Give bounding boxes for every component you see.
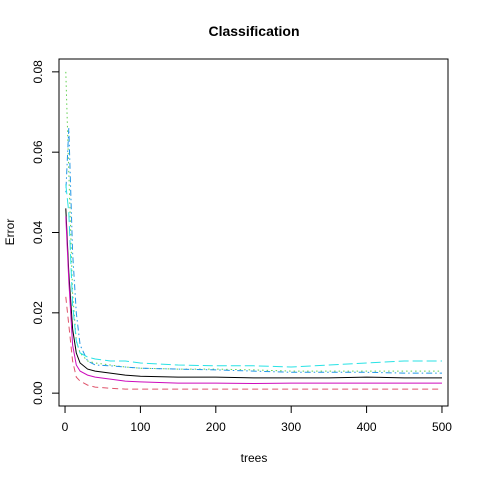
series-line-2: [65, 296, 442, 390]
series-line-5: [65, 184, 442, 368]
x-tick-label: 300: [281, 420, 301, 434]
series-line-1: [65, 208, 442, 379]
y-axis-label: Error: [3, 219, 17, 246]
series-line-6: [65, 216, 442, 385]
x-tick-label: 100: [130, 420, 150, 434]
x-tick-label: 500: [432, 420, 452, 434]
x-tick-label: 200: [206, 420, 226, 434]
chart-title: Classification: [208, 23, 299, 39]
x-axis-label: trees: [241, 451, 268, 465]
y-tick-label: 0.02: [31, 301, 45, 325]
x-axis: 0 100 200 300 400 500: [62, 405, 452, 434]
series-line-4: [65, 128, 442, 374]
x-tick-label: 400: [357, 420, 377, 434]
plot-frame: [58, 58, 449, 407]
series-layer: [65, 71, 442, 390]
y-tick-label: 0.00: [31, 381, 45, 405]
y-tick-label: 0.08: [31, 60, 45, 84]
y-tick-label: 0.06: [31, 140, 45, 164]
x-tick-label: 0: [62, 420, 69, 434]
series-line-3: [65, 71, 442, 372]
y-tick-label: 0.04: [31, 220, 45, 244]
y-axis: 0.00 0.02 0.04 0.06 0.08: [31, 60, 60, 405]
